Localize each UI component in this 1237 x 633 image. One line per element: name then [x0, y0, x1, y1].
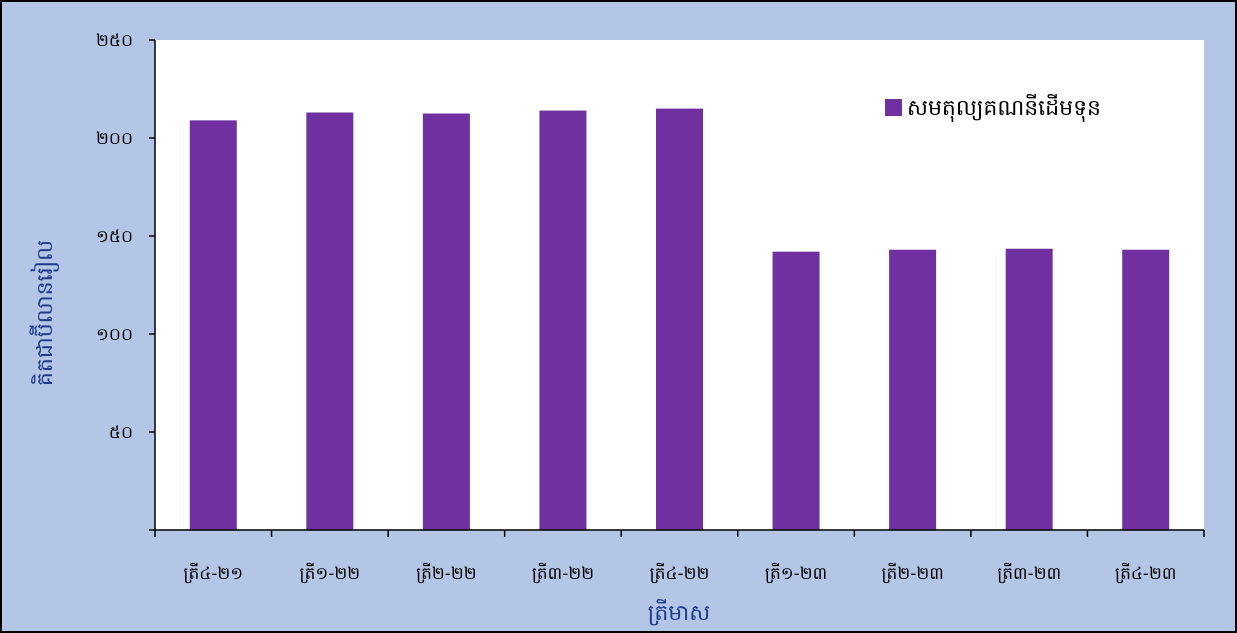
y-tick-label: ១៥០ — [96, 227, 133, 247]
bar-8 — [1005, 248, 1053, 531]
bar-3 — [422, 113, 470, 530]
x-tick-label: ត្រី២-២២ — [416, 562, 477, 584]
x-tick-label: ត្រី១-២២ — [300, 562, 361, 584]
y-tick-label: ១០០ — [96, 325, 133, 345]
legend-label: សមតុល្យគណនីដើមទុន — [907, 94, 1101, 122]
x-tick-label: ត្រី៣-២៣ — [997, 562, 1061, 584]
x-tick-label: ត្រី៤-២៣ — [1115, 562, 1176, 584]
x-axis-title: ត្រីមាស — [648, 599, 710, 626]
bar-9 — [1122, 249, 1170, 530]
bar-2 — [306, 112, 354, 531]
bar-5 — [656, 108, 703, 530]
legend-swatch — [885, 99, 902, 116]
y-tick-label: ៥០ — [109, 423, 133, 443]
x-tick-label: ត្រី២-២៣ — [881, 562, 943, 584]
axes-layer — [149, 39, 1205, 537]
bar-4 — [539, 110, 587, 530]
x-tick-label: ត្រី១-២៣ — [765, 562, 827, 584]
y-axis-title: គិតជាប៊ីលានរៀល — [29, 240, 59, 386]
y-tick-label: ២០០ — [96, 129, 133, 149]
bar-6 — [772, 251, 820, 530]
x-tick-label: ត្រី៤-២១ — [183, 562, 243, 584]
legend: សមតុល្យគណនីដើមទុន — [885, 94, 1101, 122]
bar-1 — [189, 120, 237, 531]
bars-layer — [189, 108, 1170, 531]
bar-7 — [889, 249, 937, 530]
y-tick-label: ២៥០ — [96, 31, 133, 51]
x-tick-label: ត្រី៣-២២ — [532, 562, 594, 584]
x-tick-label: ត្រី៤-២២ — [650, 562, 710, 584]
